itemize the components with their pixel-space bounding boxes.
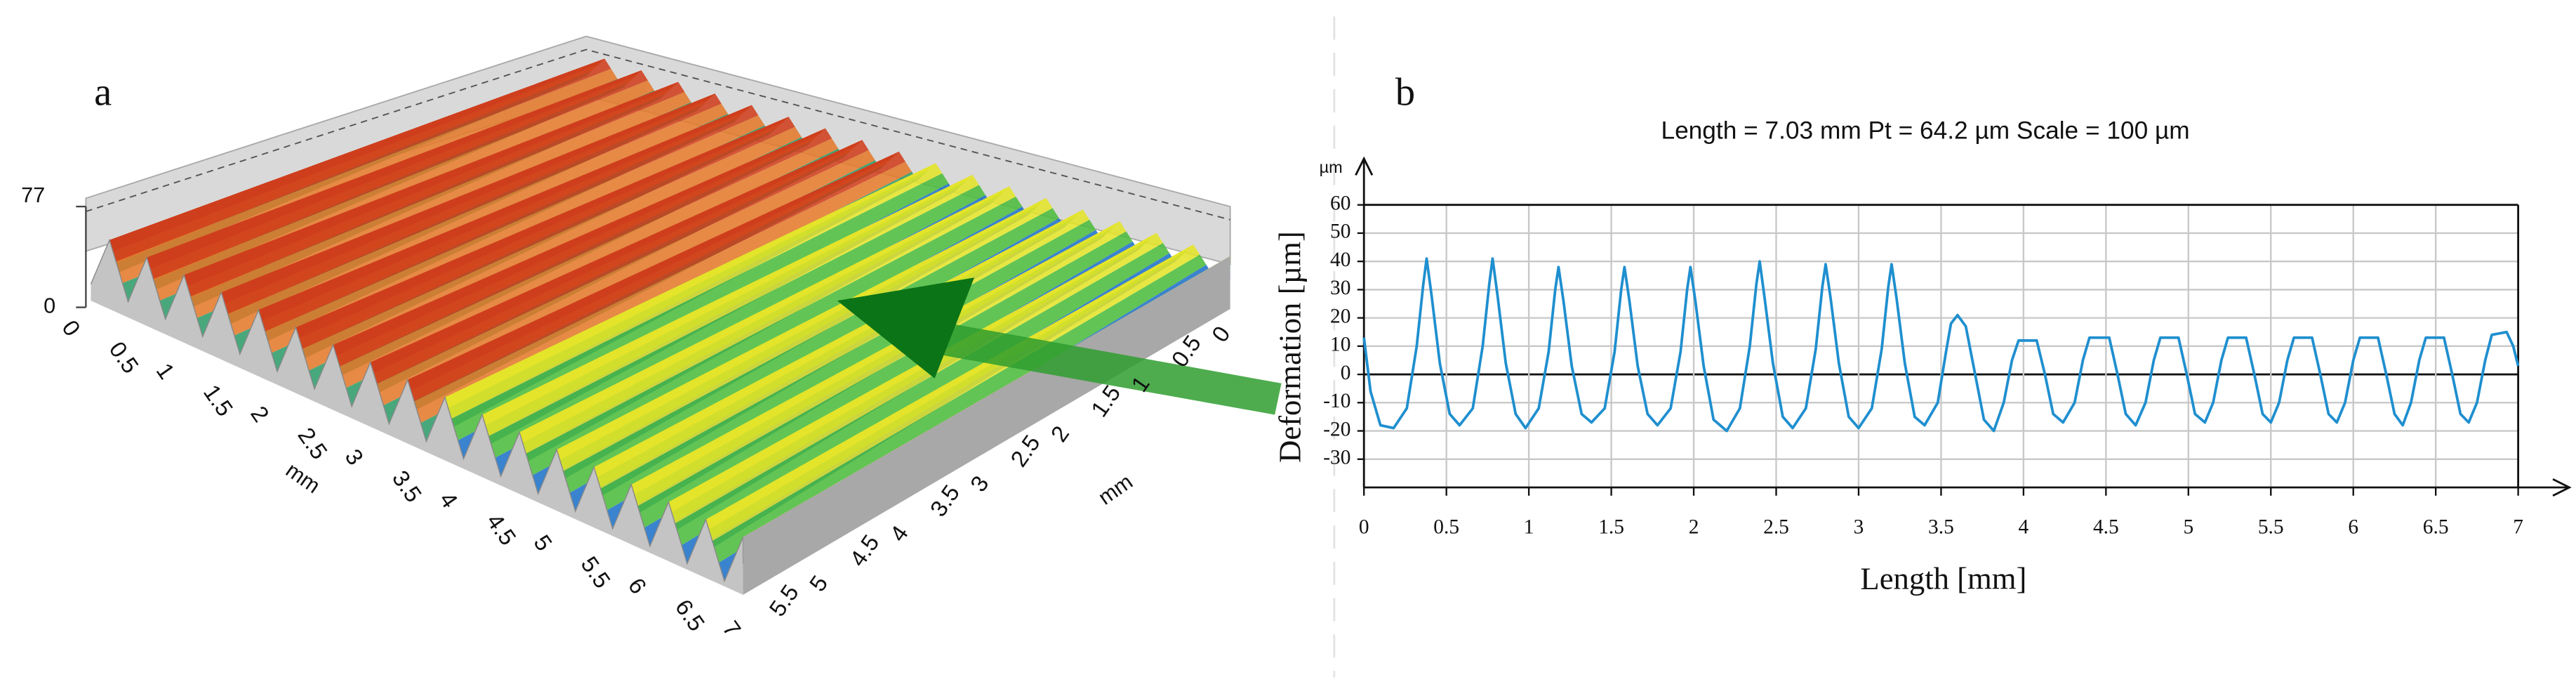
z-tick-label: 0 bbox=[44, 294, 55, 318]
y-tick-label: 5 bbox=[804, 570, 833, 596]
x-tick-label: 6 bbox=[2348, 516, 2358, 539]
y-tick-label: 40 bbox=[1330, 249, 1350, 271]
ridge-face bbox=[221, 93, 722, 315]
x-axis-title: Length [mm] bbox=[1860, 560, 2026, 596]
x-tick-label: 3 bbox=[1854, 516, 1864, 539]
y-axis-title: mm bbox=[1094, 470, 1137, 510]
x-tick-label: 0 bbox=[1359, 516, 1369, 539]
ridge-face bbox=[147, 70, 648, 280]
panel-a: a 77 0 mm mm 00.5 11.5 22.5 33.5 44.5 55.5 66.… bbox=[21, 35, 1282, 641]
x-tick-label: 5.5 bbox=[2258, 516, 2284, 539]
y-tick-label: 30 bbox=[1330, 277, 1350, 299]
y-tick-label: 20 bbox=[1330, 305, 1350, 327]
x-tick-label: 2.5 bbox=[1763, 516, 1789, 539]
ridge-face bbox=[444, 163, 943, 419]
side-face bbox=[743, 256, 1230, 595]
x-tick-label: 5 bbox=[529, 530, 557, 556]
ridge-face bbox=[631, 221, 1127, 506]
x-tick-label: 7 bbox=[2513, 516, 2523, 539]
x-tick-label: 2 bbox=[246, 401, 274, 426]
ridge-face bbox=[184, 81, 685, 297]
ridge-face bbox=[482, 174, 979, 437]
arrow-head bbox=[837, 277, 975, 379]
y-tick-label: 0 bbox=[1207, 321, 1235, 346]
x-tick-label: 0 bbox=[57, 315, 86, 341]
y-tick-label: 4.5 bbox=[844, 530, 884, 571]
x-tick-label: 4 bbox=[2019, 516, 2029, 539]
x-tick-label: 6.5 bbox=[2423, 516, 2449, 539]
ridge-face bbox=[519, 186, 1016, 454]
x-tick-label: 0.5 bbox=[1433, 516, 1459, 539]
x-tick-label: 1 bbox=[152, 358, 180, 383]
front-face bbox=[91, 239, 743, 595]
panel-label: b bbox=[1395, 70, 1415, 114]
x-tick-label: 2 bbox=[1689, 516, 1699, 539]
chart-title: Length = 7.03 mm Pt = 64.2 µm Scale = 10… bbox=[1661, 117, 2189, 145]
arrow-band bbox=[915, 319, 1282, 415]
ridge-face bbox=[705, 244, 1200, 542]
y-tick-label: 5.5 bbox=[764, 579, 804, 621]
ridge-face bbox=[668, 232, 1163, 524]
data-line bbox=[1362, 257, 2520, 433]
x-tick-label: 4.5 bbox=[482, 508, 522, 550]
y-tick-label: 0 bbox=[1341, 362, 1351, 384]
x-tick-label: 3.5 bbox=[387, 466, 427, 507]
y-axis-title: Deformation [µm] bbox=[1272, 231, 1307, 463]
y-tick-label: -10 bbox=[1323, 390, 1350, 412]
x-tick-label: 3.5 bbox=[1928, 516, 1954, 539]
x-tick-label: 3 bbox=[340, 444, 369, 469]
x-tick-label: 2.5 bbox=[293, 423, 333, 464]
panel-label: a bbox=[94, 70, 112, 114]
x-tick-label: 1 bbox=[1524, 516, 1534, 539]
y-tick-label: -20 bbox=[1323, 418, 1350, 440]
y-unit: µm bbox=[1320, 158, 1343, 176]
ridge-face bbox=[557, 197, 1053, 471]
y-axis-arrow bbox=[1355, 156, 1374, 176]
front-edge bbox=[90, 238, 744, 583]
x-axis-arrow bbox=[2552, 478, 2572, 497]
z-tick-label: 77 bbox=[21, 183, 45, 207]
x-tick-label: 5.5 bbox=[576, 551, 616, 593]
x-tick-label: 6.5 bbox=[670, 594, 710, 636]
y-tick-label: 50 bbox=[1330, 221, 1350, 243]
ridge-face bbox=[370, 140, 869, 384]
x-tick-label: 0.5 bbox=[104, 336, 144, 378]
y-tick-label: 10 bbox=[1330, 334, 1350, 356]
ridge-face bbox=[258, 105, 759, 332]
y-tick-label: 3.5 bbox=[925, 480, 965, 521]
ridge-face bbox=[333, 128, 832, 367]
x-tick-label: 1.5 bbox=[199, 380, 239, 421]
y-tick-label: 4 bbox=[884, 520, 913, 546]
ridge-face bbox=[407, 151, 905, 402]
panel-b: -30 -20 -10 0 10 20 30 40 50 60 0 0.5 1 1.5 2 2.5 3 3.5 4 4… bbox=[1272, 70, 2572, 596]
y-tick-label: 2 bbox=[1045, 421, 1074, 446]
surface bbox=[90, 58, 1230, 595]
x-tick-label: 4.5 bbox=[2093, 516, 2119, 539]
y-tick-label: 60 bbox=[1330, 192, 1350, 214]
x-tick-label: 4 bbox=[434, 487, 463, 513]
y-tick-label: 3 bbox=[965, 471, 994, 496]
ridge-face bbox=[109, 58, 611, 262]
x-tick-label: 7 bbox=[717, 616, 746, 641]
x-tick-label: 5 bbox=[2183, 516, 2193, 539]
wall-dash bbox=[86, 48, 1230, 221]
y-tick-label: -30 bbox=[1323, 447, 1350, 469]
ridge-face bbox=[296, 117, 795, 349]
x-axis-title: mm bbox=[281, 458, 324, 498]
x-tick-label: 6 bbox=[623, 573, 652, 598]
x-tick-label: 1.5 bbox=[1598, 516, 1624, 539]
